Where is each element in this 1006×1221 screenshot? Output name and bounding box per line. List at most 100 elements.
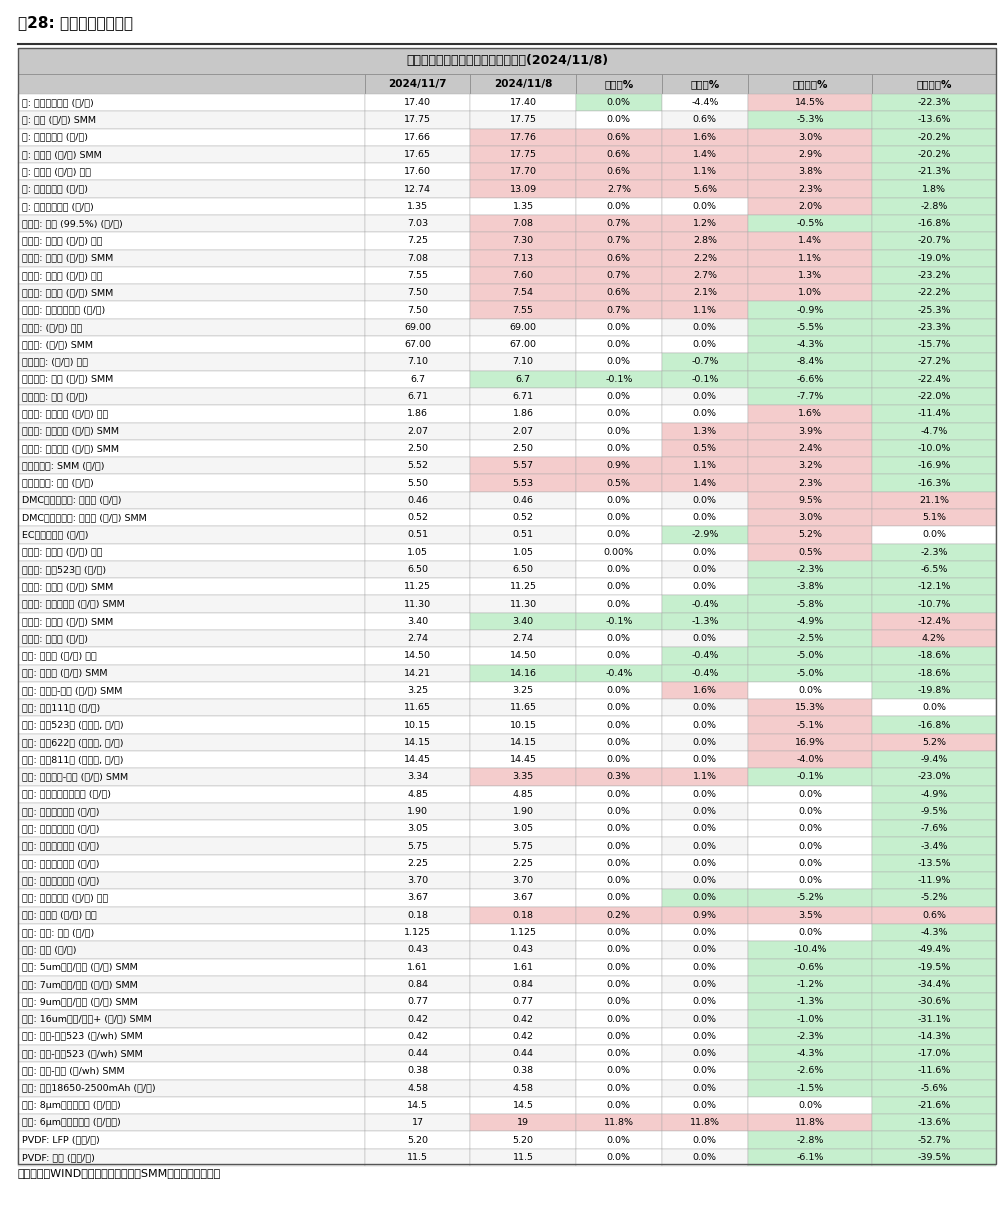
Bar xyxy=(747,1096,872,1114)
Bar xyxy=(365,821,471,838)
Text: -0.1%: -0.1% xyxy=(606,375,633,383)
Bar xyxy=(18,353,365,371)
Bar xyxy=(575,1114,662,1132)
Bar xyxy=(662,336,747,353)
Text: -8.4%: -8.4% xyxy=(796,358,824,366)
Bar xyxy=(365,907,471,924)
Text: 0.0%: 0.0% xyxy=(607,409,631,419)
Text: 14.5%: 14.5% xyxy=(795,98,825,107)
Bar xyxy=(662,803,747,821)
Text: 2.50: 2.50 xyxy=(513,444,533,453)
Bar xyxy=(471,405,575,422)
Bar xyxy=(872,803,996,821)
Text: 3.70: 3.70 xyxy=(513,877,534,885)
Text: -3.8%: -3.8% xyxy=(796,582,824,591)
Bar xyxy=(662,768,747,785)
Bar xyxy=(365,924,471,941)
Bar xyxy=(662,1028,747,1045)
Bar xyxy=(575,717,662,734)
Bar xyxy=(662,889,747,907)
Text: -20.2%: -20.2% xyxy=(917,133,951,142)
Bar xyxy=(747,475,872,492)
Text: 6.50: 6.50 xyxy=(513,565,533,574)
Bar xyxy=(872,388,996,405)
Text: 14.5: 14.5 xyxy=(513,1101,533,1110)
Text: -5.0%: -5.0% xyxy=(796,669,824,678)
Text: 3.05: 3.05 xyxy=(407,824,429,834)
Text: 17.40: 17.40 xyxy=(510,98,536,107)
Bar xyxy=(662,422,747,440)
Text: 0.0%: 0.0% xyxy=(693,737,717,747)
Text: 1.8%: 1.8% xyxy=(921,184,946,194)
Bar xyxy=(747,509,872,526)
Text: 14.16: 14.16 xyxy=(510,669,536,678)
Text: 前驱体: 四氧化三钴 (万/吨) SMM: 前驱体: 四氧化三钴 (万/吨) SMM xyxy=(22,600,125,608)
Bar xyxy=(872,284,996,302)
Text: EC碳酸乙烯酯 (万/吨): EC碳酸乙烯酯 (万/吨) xyxy=(22,530,89,540)
Text: 0.0%: 0.0% xyxy=(798,807,822,816)
Bar xyxy=(872,249,996,267)
Text: -0.6%: -0.6% xyxy=(796,962,824,972)
Bar xyxy=(662,751,747,768)
Text: 0.0%: 0.0% xyxy=(607,894,631,902)
Bar xyxy=(471,717,575,734)
Bar xyxy=(662,526,747,543)
Bar xyxy=(747,457,872,475)
Text: -25.3%: -25.3% xyxy=(917,305,951,315)
Text: 碳酸锂: 电池级 (万/吨) 百川: 碳酸锂: 电池级 (万/吨) 百川 xyxy=(22,271,103,280)
Text: -34.4%: -34.4% xyxy=(917,980,951,989)
Text: 0.0%: 0.0% xyxy=(798,1101,822,1110)
Text: -22.4%: -22.4% xyxy=(917,375,951,383)
Text: 0.7%: 0.7% xyxy=(607,237,631,245)
Text: -6.6%: -6.6% xyxy=(796,375,824,383)
Text: 0.0%: 0.0% xyxy=(693,755,717,764)
Text: -2.6%: -2.6% xyxy=(796,1066,824,1076)
Bar xyxy=(662,647,747,664)
Bar xyxy=(575,128,662,145)
Bar xyxy=(365,613,471,630)
Text: 正极: 磷酸铁锂-动力 (万/吨) SMM: 正极: 磷酸铁锂-动力 (万/吨) SMM xyxy=(22,773,128,781)
Bar xyxy=(747,181,872,198)
Text: 2.1%: 2.1% xyxy=(693,288,717,298)
Bar xyxy=(747,1045,872,1062)
Text: 0.5%: 0.5% xyxy=(693,444,717,453)
Bar xyxy=(471,1149,575,1166)
Bar xyxy=(747,560,872,578)
Bar xyxy=(662,924,747,941)
Text: 11.65: 11.65 xyxy=(510,703,536,712)
Bar xyxy=(747,94,872,111)
Bar xyxy=(872,232,996,249)
Bar xyxy=(872,941,996,958)
Bar xyxy=(365,509,471,526)
Bar xyxy=(575,958,662,976)
Bar xyxy=(365,164,471,181)
Bar xyxy=(365,768,471,785)
Text: -11.9%: -11.9% xyxy=(917,877,951,885)
Bar xyxy=(18,889,365,907)
Bar xyxy=(18,993,365,1011)
Text: 0.6%: 0.6% xyxy=(921,911,946,919)
Text: 7.30: 7.30 xyxy=(513,237,534,245)
Text: 0.0%: 0.0% xyxy=(693,1136,717,1144)
Text: 5.20: 5.20 xyxy=(513,1136,533,1144)
Bar xyxy=(747,1028,872,1045)
Text: 11.30: 11.30 xyxy=(404,600,432,608)
Text: 0.51: 0.51 xyxy=(407,530,429,540)
Bar xyxy=(747,924,872,941)
Bar xyxy=(662,664,747,681)
Text: -2.8%: -2.8% xyxy=(920,201,948,211)
Bar xyxy=(365,475,471,492)
Bar xyxy=(471,302,575,319)
Bar xyxy=(872,630,996,647)
Bar xyxy=(575,1062,662,1079)
Bar xyxy=(365,181,471,198)
Bar xyxy=(575,785,662,803)
Text: -4.3%: -4.3% xyxy=(796,341,824,349)
Bar xyxy=(747,976,872,993)
Bar xyxy=(872,958,996,976)
Bar xyxy=(575,1011,662,1028)
Text: 13.09: 13.09 xyxy=(510,184,536,194)
Bar xyxy=(471,284,575,302)
Bar xyxy=(662,128,747,145)
Text: 7.54: 7.54 xyxy=(513,288,533,298)
